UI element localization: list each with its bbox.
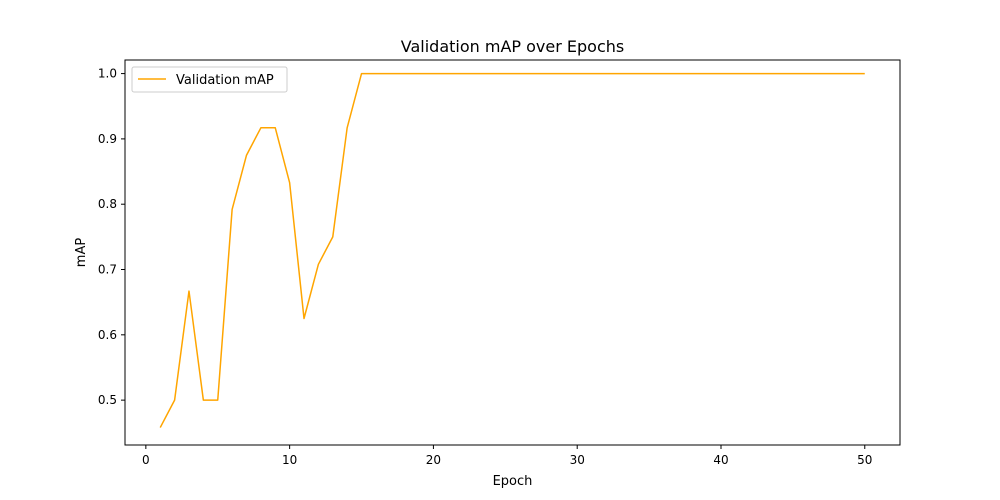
legend-label: Validation mAP bbox=[176, 73, 274, 88]
y-tick-label: 0.9 bbox=[98, 132, 117, 146]
series-line bbox=[159, 72, 865, 428]
legend-frame bbox=[131, 66, 288, 93]
y-tick-label: 0.8 bbox=[98, 197, 117, 211]
y-axis: 0.5 0.6 0.7 0.8 0.9 1.0 bbox=[98, 67, 125, 407]
x-tick-label: 20 bbox=[426, 453, 441, 467]
x-tick-label: 40 bbox=[713, 453, 728, 467]
plot-frame bbox=[124, 59, 901, 446]
y-axis-label: mAP bbox=[74, 238, 89, 268]
x-tick-label: 50 bbox=[857, 453, 872, 467]
legend: Validation mAP bbox=[131, 66, 288, 93]
x-axis: 0 10 20 30 40 50 bbox=[142, 445, 872, 467]
x-axis-label: Epoch bbox=[493, 474, 533, 489]
series-layer bbox=[159, 72, 865, 428]
x-tick-label: 30 bbox=[570, 453, 585, 467]
x-tick-label: 10 bbox=[282, 453, 297, 467]
y-tick-label: 0.7 bbox=[98, 263, 117, 277]
plot-area bbox=[124, 59, 901, 446]
y-tick-label: 0.6 bbox=[98, 328, 117, 342]
x-tick-label: 0 bbox=[142, 453, 150, 467]
y-tick-label: 1.0 bbox=[98, 67, 117, 81]
chart-title: Validation mAP over Epochs bbox=[401, 37, 624, 56]
y-tick-label: 0.5 bbox=[98, 393, 117, 407]
